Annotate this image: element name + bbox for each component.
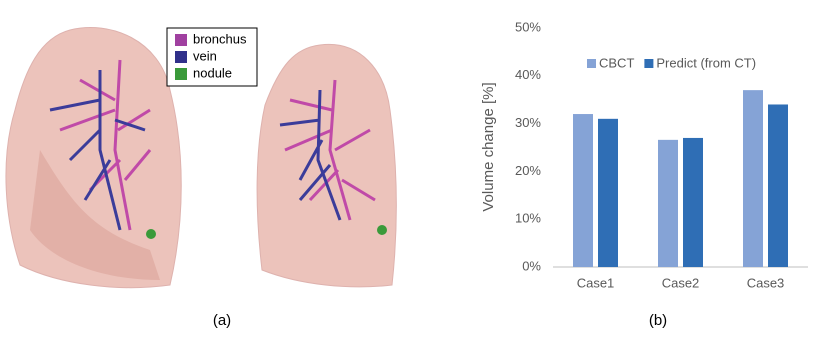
- legend-swatch: [644, 59, 654, 68]
- bar: [768, 104, 788, 267]
- legend-label: nodule: [193, 65, 232, 80]
- x-tick-label: Case3: [747, 275, 785, 290]
- bar: [658, 139, 678, 267]
- y-tick-label: 20%: [515, 163, 541, 178]
- y-axis-label: Volume change [%]: [480, 82, 497, 211]
- legend-label: CBCT: [599, 55, 634, 70]
- y-tick-label: 30%: [515, 115, 541, 130]
- caption: (a): [213, 312, 231, 329]
- legend-swatch: [175, 68, 187, 80]
- bar: [598, 118, 618, 267]
- bar: [573, 114, 593, 267]
- y-tick-label: 40%: [515, 67, 541, 82]
- legend-label: bronchus: [193, 31, 247, 46]
- y-tick-label: 50%: [515, 19, 541, 34]
- lung-render-left: [5, 27, 182, 289]
- bar: [743, 90, 763, 267]
- legend-label: Predict (from CT): [656, 55, 756, 70]
- legend-swatch: [175, 51, 187, 63]
- y-tick-label: 10%: [515, 211, 541, 226]
- x-tick-label: Case2: [662, 275, 700, 290]
- legend-swatch: [175, 34, 187, 46]
- bar: [683, 137, 703, 267]
- legend-label: vein: [193, 48, 217, 63]
- y-tick-label: 0%: [522, 258, 541, 273]
- caption: (b): [649, 312, 667, 329]
- x-tick-label: Case1: [577, 275, 615, 290]
- lung-render-right: [256, 43, 397, 288]
- legend-swatch: [587, 59, 596, 68]
